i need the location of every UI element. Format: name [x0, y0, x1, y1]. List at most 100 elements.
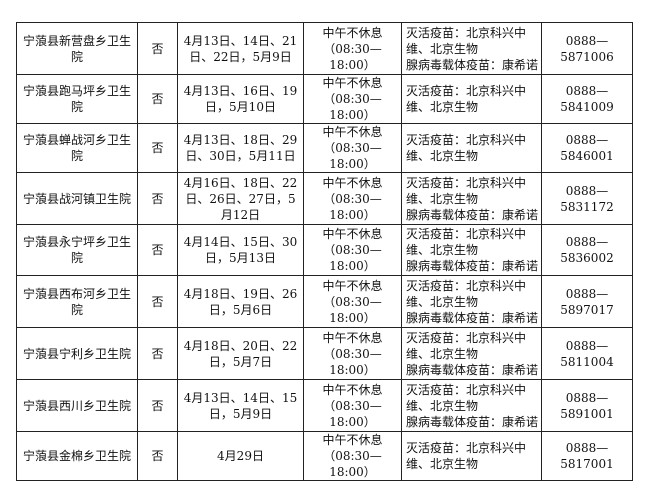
site-name-cell: 宁蒗县蝉战河乡卫生院	[16, 123, 138, 173]
table-row: 宁蒗县战河镇卫生院否 4月16日、18日、22日、26日、27日，5月12日 中午不…	[16, 172, 633, 225]
vaccine-cell: 灭活疫苗：北京科兴中维、北京生物	[401, 74, 542, 124]
hours: （08:30—18:00）	[323, 243, 382, 273]
table-row: 宁蒗县跑马坪乡卫生院 否 4月13日、16日、19日，5月10日 中午不休息 （08:3…	[16, 74, 633, 124]
appointment: 否	[151, 92, 164, 106]
dates: 4月13日、14日、15日，5月9日	[183, 390, 298, 421]
hours-note: 中午不休息	[322, 227, 383, 241]
hours-cell: 中午不休息 （08:30—18:00）	[303, 327, 402, 380]
hours-cell: 中午不休息 （08:30—18:00）	[303, 123, 402, 173]
vaccine-inactivated: 灭活疫苗：北京科兴中维、北京生物	[406, 278, 527, 309]
vaccination-sites-table: 宁蒗县新营盘乡卫生院否 4月13日、14日、21日、22日，5月9日 中午不休息 （0…	[16, 22, 633, 481]
phone-cell: 0888—5897017	[541, 275, 633, 328]
phone: 0888—5891001	[560, 390, 614, 421]
hours-cell: 中午不休息 （08:30—18:00）	[303, 379, 402, 432]
vaccine-inactivated: 灭活疫苗：北京科兴中维、北京生物	[406, 382, 527, 413]
dates-cell: 4月16日、18日、22日、26日、27日，5月12日	[177, 172, 304, 225]
table-row: 宁蒗县蝉战河乡卫生院 否 4月13日、18日、29日、30日，5月11日 中午不休息 （…	[16, 123, 633, 173]
hours-note: 中午不休息	[322, 278, 383, 293]
name: 宁蒗县永宁坪乡卫生院	[22, 235, 131, 265]
hours-cell: 中午不休息 （08:30—18:00）	[303, 172, 402, 225]
vaccine-inactivated: 灭活疫苗：北京科兴中维、北京生物	[406, 84, 527, 114]
vaccine-inactivated: 灭活疫苗：北京科兴中维、北京生物	[406, 25, 527, 56]
appointment-cell: 否	[137, 74, 178, 124]
phone: 0888—5817001	[560, 441, 614, 471]
hours-note: 中午不休息	[322, 175, 383, 190]
table-row: 宁蒗县永宁坪乡卫生院 否 4月14日、15日、30日，5月13日 中午不休息 （08:3…	[16, 224, 633, 276]
appointment: 否	[151, 41, 164, 56]
table-row: 宁蒗县金棉乡卫生院 否 4月29日 中午不休息 （08:30—18:00） 灭活疫苗：北京…	[16, 431, 633, 481]
vaccine-inactivated: 灭活疫苗：北京科兴中维、北京生物	[406, 441, 527, 471]
vaccine-cell: 灭活疫苗：北京科兴中维、北京生物 腺病毒载体疫苗：康希诺	[401, 22, 542, 75]
dates: 4月16日、18日、22日、26日、27日，5月12日	[183, 175, 298, 222]
phone: 0888—5811004	[560, 338, 614, 369]
vaccine-cell: 灭活疫苗：北京科兴中维、北京生物 腺病毒载体疫苗：康希诺	[401, 379, 542, 432]
site-name-cell: 宁蒗县西布河乡卫生院	[16, 275, 138, 328]
appointment-cell: 否	[137, 379, 178, 432]
dates-cell: 4月18日、19日、26日，5月6日	[177, 275, 304, 328]
appointment-cell: 否	[137, 327, 178, 380]
hours: （08:30—18:00）	[323, 41, 382, 72]
hours-cell: 中午不休息 （08:30—18:00）	[303, 431, 402, 481]
name: 宁蒗县宁利乡卫生院	[22, 346, 131, 361]
name: 宁蒗县新营盘乡卫生院	[22, 33, 131, 64]
phone-cell: 0888—5836002	[541, 224, 633, 276]
site-name-cell: 宁蒗县宁利乡卫生院	[16, 327, 138, 380]
vaccine-adeno: 腺病毒载体疫苗：康希诺	[406, 362, 539, 377]
table-row: 宁蒗县新营盘乡卫生院否 4月13日、14日、21日、22日，5月9日 中午不休息 （0…	[16, 22, 633, 75]
hours: （08:30—18:00）	[323, 92, 382, 122]
hours-note: 中午不休息	[322, 76, 383, 90]
name: 宁蒗县跑马坪乡卫生院	[22, 84, 131, 114]
appointment-cell: 否	[137, 275, 178, 328]
vaccine-cell: 灭活疫苗：北京科兴中维、北京生物 腺病毒载体疫苗：康希诺	[401, 275, 542, 328]
appointment-cell: 否	[137, 224, 178, 276]
name: 宁蒗县金棉乡卫生院	[22, 449, 131, 463]
site-name-cell: 宁蒗县永宁坪乡卫生院	[16, 224, 138, 276]
dates: 4月13日、16日、19日，5月10日	[183, 84, 298, 114]
hours: （08:30—18:00）	[323, 294, 382, 325]
phone: 0888—5897017	[560, 286, 614, 317]
dates-cell: 4月18日、20日、22日，5月7日	[177, 327, 304, 380]
site-name-cell: 宁蒗县西川乡卫生院	[16, 379, 138, 432]
vaccine-adeno: 腺病毒载体疫苗：康希诺	[406, 207, 539, 222]
vaccine-cell: 灭活疫苗：北京科兴中维、北京生物 腺病毒载体疫苗：康希诺	[401, 327, 542, 380]
dates-cell: 4月13日、14日、21日、22日，5月9日	[177, 22, 304, 75]
dates: 4月14日、15日、30日，5月13日	[183, 235, 298, 265]
site-name-cell: 宁蒗县跑马坪乡卫生院	[16, 74, 138, 124]
dates: 4月13日、18日、29日、30日，5月11日	[183, 133, 298, 163]
phone-cell: 0888—5846001	[541, 123, 633, 173]
dates-cell: 4月14日、15日、30日，5月13日	[177, 224, 304, 276]
appointment: 否	[151, 449, 164, 463]
dates: 4月18日、19日、26日，5月6日	[183, 286, 298, 317]
phone-cell: 0888—5871006	[541, 22, 633, 75]
dates: 4月29日	[217, 449, 264, 463]
vaccine-cell: 灭活疫苗：北京科兴中维、北京生物 腺病毒载体疫苗：康希诺	[401, 172, 542, 225]
vaccine-cell: 灭活疫苗：北京科兴中维、北京生物 腺病毒载体疫苗：康希诺	[401, 224, 542, 276]
phone: 0888—5871006	[560, 33, 614, 64]
hours-cell: 中午不休息 （08:30—18:00）	[303, 224, 402, 276]
site-name-cell: 宁蒗县新营盘乡卫生院	[16, 22, 138, 75]
name: 宁蒗县蝉战河乡卫生院	[22, 133, 131, 163]
hours-note: 中午不休息	[322, 125, 383, 139]
vaccine-cell: 灭活疫苗：北京科兴中维、北京生物	[401, 431, 542, 481]
vaccine-inactivated: 灭活疫苗：北京科兴中维、北京生物	[406, 133, 527, 163]
dates-cell: 4月13日、14日、15日，5月9日	[177, 379, 304, 432]
vaccine-adeno: 腺病毒载体疫苗：康希诺	[406, 310, 539, 325]
table-row: 宁蒗县西布河乡卫生院否 4月18日、19日、26日，5月6日 中午不休息 （08:30…	[16, 275, 633, 328]
table-row: 宁蒗县西川乡卫生院否 4月13日、14日、15日，5月9日 中午不休息 （08:30—…	[16, 379, 633, 432]
appointment-cell: 否	[137, 22, 178, 75]
hours-note: 中午不休息	[322, 433, 383, 447]
phone: 0888—5841009	[560, 84, 614, 114]
hours: （08:30—18:00）	[323, 346, 382, 377]
phone-cell: 0888—5817001	[541, 431, 633, 481]
vaccine-adeno: 腺病毒载体疫苗：康希诺	[406, 414, 539, 429]
phone-cell: 0888—5891001	[541, 379, 633, 432]
name: 宁蒗县西布河乡卫生院	[22, 286, 131, 317]
phone: 0888—5831172	[560, 183, 614, 214]
appointment-cell: 否	[137, 172, 178, 225]
name: 宁蒗县西川乡卫生院	[22, 398, 131, 413]
appointment: 否	[151, 191, 164, 206]
appointment-cell: 否	[137, 431, 178, 481]
dates: 4月13日、14日、21日、22日，5月9日	[183, 33, 298, 64]
dates-cell: 4月13日、16日、19日，5月10日	[177, 74, 304, 124]
vaccine-adeno: 腺病毒载体疫苗：康希诺	[406, 259, 539, 273]
